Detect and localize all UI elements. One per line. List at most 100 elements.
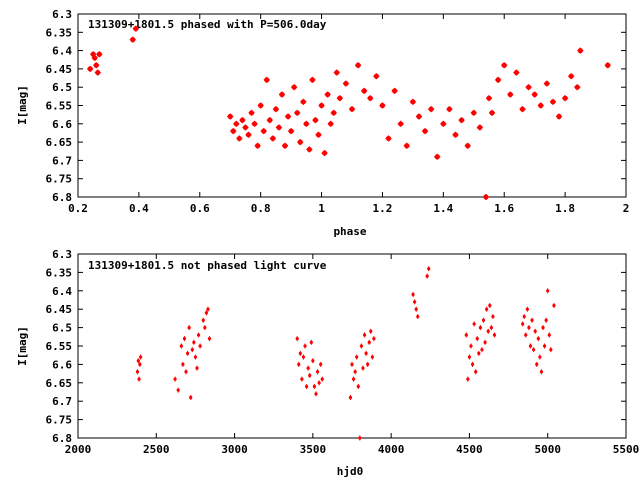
unphased-chart-title: 131309+1801.5 not phased light curve: [88, 259, 327, 272]
unphased-y-tick-label: 6.3: [52, 248, 72, 261]
data-point: [319, 361, 323, 367]
data-point: [379, 102, 386, 109]
data-point: [525, 84, 532, 91]
unphased-y-axis-label: I[mag]: [16, 326, 29, 366]
data-point: [196, 332, 201, 338]
data-point: [181, 361, 185, 367]
data-point: [467, 354, 472, 360]
data-point: [356, 383, 360, 389]
data-point: [189, 395, 193, 401]
unphased-y-tick-label: 6.7: [52, 395, 72, 408]
phased-x-tick-label: 0.8: [251, 202, 271, 215]
data-point: [318, 102, 325, 109]
data-point: [568, 73, 575, 80]
data-point: [524, 332, 528, 338]
data-point: [480, 347, 484, 353]
data-point: [411, 291, 415, 297]
data-point: [530, 317, 534, 323]
data-point: [527, 325, 531, 331]
phased-y-tick-label: 6.4: [52, 45, 72, 58]
data-point: [324, 91, 331, 98]
data-point: [547, 332, 551, 338]
data-point: [190, 347, 194, 353]
unphased-y-tick-label: 6.4: [52, 285, 72, 298]
data-point: [312, 117, 319, 124]
data-point: [350, 361, 354, 367]
phased-y-tick-label: 6.8: [52, 191, 72, 204]
data-point: [182, 336, 187, 342]
data-point: [359, 343, 363, 349]
data-point: [475, 336, 479, 342]
data-point: [372, 336, 376, 342]
data-point: [522, 314, 526, 320]
data-point: [486, 328, 490, 334]
data-point: [306, 365, 310, 371]
data-point: [533, 328, 537, 334]
data-point: [254, 142, 261, 149]
data-point: [472, 321, 476, 327]
data-point: [300, 98, 307, 105]
data-point: [391, 87, 398, 94]
data-point: [414, 306, 418, 312]
unphased-x-tick-label: 2500: [143, 443, 170, 456]
phased-x-tick-label: 0.2: [68, 202, 88, 215]
data-point: [495, 76, 502, 83]
unphased-x-axis-label: hjd0: [337, 465, 364, 478]
data-point: [314, 391, 318, 397]
phased-y-axis-label: I[mag]: [16, 85, 29, 125]
unphased-y-tick-label: 6.45: [46, 303, 73, 316]
data-point: [195, 365, 199, 371]
unphased-axis-ticks: 2000 2500 3000 3500 4000 4500 5000 5500 6.3 6.35 6…: [46, 248, 640, 456]
data-point: [355, 62, 362, 69]
data-point: [501, 62, 508, 69]
data-point: [481, 317, 486, 323]
phased-y-tick-label: 6.3: [52, 8, 72, 21]
data-point: [574, 84, 581, 91]
data-point: [535, 361, 539, 367]
phased-x-tick-label: 1.8: [555, 202, 575, 215]
unphased-x-tick-label: 4000: [378, 443, 405, 456]
data-point: [179, 343, 183, 349]
data-point: [464, 142, 471, 149]
data-point: [416, 314, 420, 320]
unphased-x-tick-label: 5000: [534, 443, 561, 456]
data-point: [311, 358, 315, 364]
data-point: [242, 124, 249, 131]
unphased-x-tick-label: 3000: [221, 443, 248, 456]
data-point: [491, 314, 495, 320]
data-point: [492, 332, 497, 338]
data-point: [369, 328, 373, 334]
data-point: [176, 387, 180, 393]
data-point: [342, 80, 349, 87]
data-point: [245, 131, 252, 138]
phased-y-tick-label: 6.65: [46, 136, 73, 149]
data-point: [294, 109, 301, 116]
data-point: [266, 117, 273, 124]
phased-x-tick-label: 1.2: [373, 202, 393, 215]
data-point: [577, 47, 584, 54]
data-point: [269, 135, 276, 142]
phased-y-tick-label: 6.35: [46, 26, 73, 39]
data-point: [349, 106, 355, 113]
data-point: [507, 91, 514, 98]
data-point: [315, 131, 322, 138]
data-point: [132, 25, 139, 32]
data-point: [452, 131, 459, 138]
data-point: [239, 117, 246, 124]
data-point: [291, 84, 298, 91]
data-point: [466, 376, 470, 382]
data-point: [227, 113, 234, 120]
phased-y-tick-label: 6.55: [46, 100, 73, 113]
unphased-y-tick-label: 6.35: [46, 266, 73, 279]
data-point: [543, 80, 550, 87]
data-point: [370, 354, 374, 360]
unphased-y-tick-label: 6.75: [46, 414, 73, 427]
unphased-y-tick-label: 6.55: [46, 340, 73, 353]
data-point: [137, 376, 141, 382]
data-point: [312, 383, 317, 389]
phased-x-axis-label: phase: [333, 225, 366, 238]
data-point: [409, 98, 416, 105]
data-point: [474, 369, 478, 375]
data-point: [317, 380, 321, 386]
